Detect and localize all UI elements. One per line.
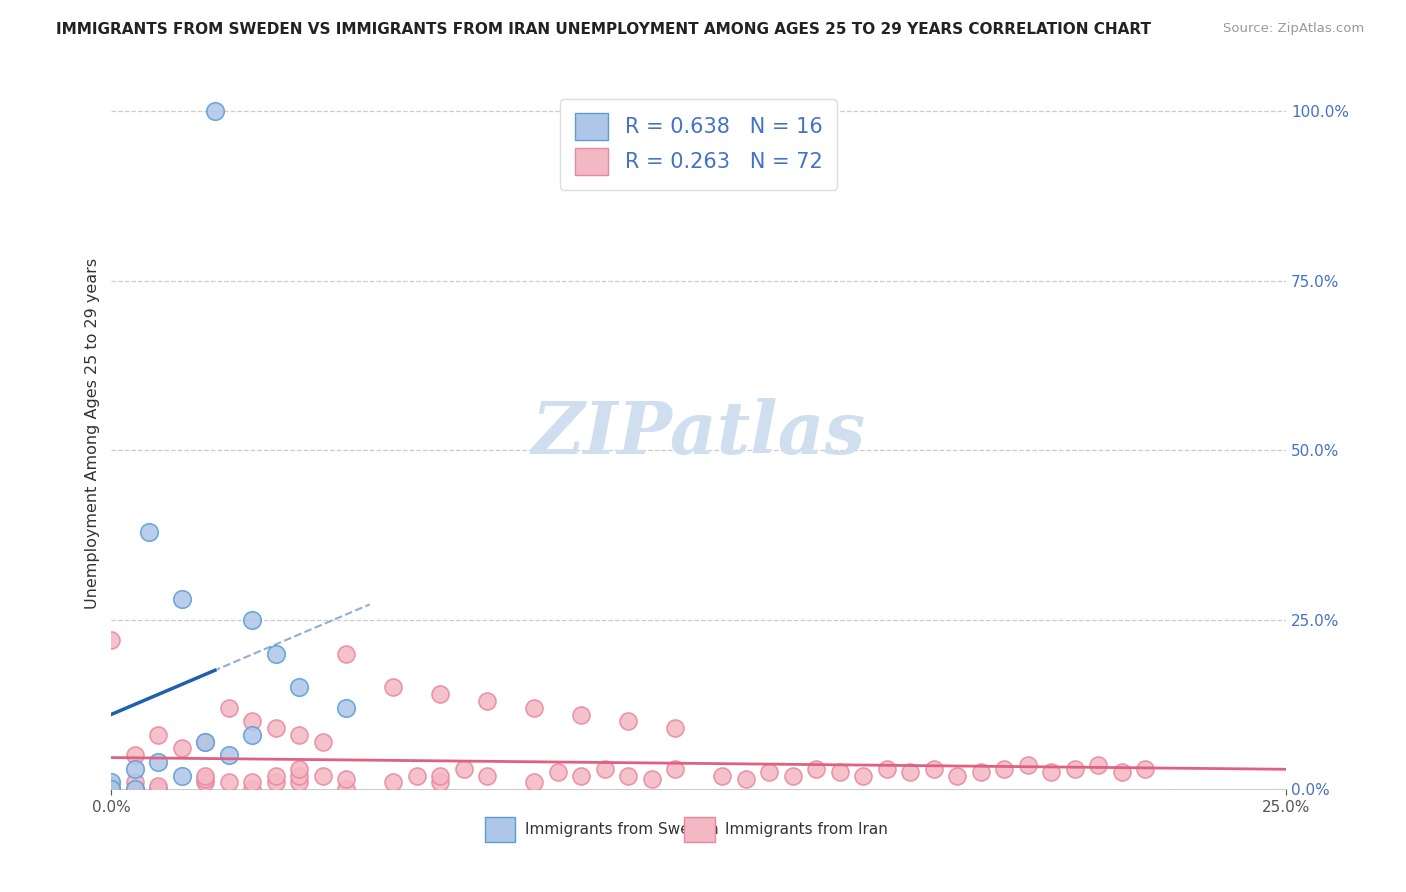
Point: [429, 687, 451, 701]
Point: [264, 647, 287, 661]
Point: [204, 104, 226, 119]
Point: [194, 775, 217, 789]
Point: [288, 762, 311, 776]
Text: Source: ZipAtlas.com: Source: ZipAtlas.com: [1223, 22, 1364, 36]
Y-axis label: Unemployment Among Ages 25 to 29 years: Unemployment Among Ages 25 to 29 years: [86, 258, 100, 609]
Point: [569, 707, 592, 722]
FancyBboxPatch shape: [485, 817, 516, 842]
Point: [429, 768, 451, 782]
Point: [100, 633, 122, 648]
Point: [312, 734, 335, 748]
Point: [852, 768, 875, 782]
Point: [218, 775, 240, 789]
Point: [876, 762, 898, 776]
FancyBboxPatch shape: [685, 817, 716, 842]
Point: [194, 734, 217, 748]
Point: [240, 782, 263, 797]
Text: Immigrants from Sweden: Immigrants from Sweden: [526, 822, 718, 837]
Point: [969, 765, 991, 780]
Point: [593, 762, 616, 776]
Point: [382, 775, 405, 789]
Point: [100, 782, 122, 797]
Text: ZIPatlas: ZIPatlas: [531, 398, 866, 469]
Point: [335, 647, 357, 661]
Point: [477, 768, 499, 782]
Legend: R = 0.638   N = 16, R = 0.263   N = 72: R = 0.638 N = 16, R = 0.263 N = 72: [560, 98, 837, 190]
Point: [453, 762, 475, 776]
Point: [312, 768, 335, 782]
Point: [170, 741, 193, 756]
Point: [1063, 762, 1085, 776]
Point: [194, 772, 217, 786]
Point: [547, 765, 569, 780]
Point: [124, 775, 146, 789]
Point: [148, 782, 170, 797]
Point: [804, 762, 827, 776]
Point: [194, 734, 217, 748]
Point: [617, 714, 640, 729]
Point: [429, 775, 451, 789]
Point: [138, 524, 160, 539]
Point: [124, 762, 146, 776]
Point: [664, 762, 686, 776]
Point: [405, 768, 427, 782]
Point: [335, 772, 357, 786]
Point: [124, 748, 146, 763]
Point: [264, 721, 287, 735]
Point: [1111, 765, 1133, 780]
Point: [194, 768, 217, 782]
Point: [734, 772, 756, 786]
Point: [523, 775, 546, 789]
Point: [335, 782, 357, 797]
Point: [523, 701, 546, 715]
Point: [170, 592, 193, 607]
Point: [922, 762, 945, 776]
Point: [148, 779, 170, 793]
Point: [100, 779, 122, 793]
Text: Immigrants from Iran: Immigrants from Iran: [725, 822, 887, 837]
Point: [946, 768, 969, 782]
Point: [1017, 758, 1039, 772]
Point: [218, 748, 240, 763]
Point: [382, 681, 405, 695]
Point: [1133, 762, 1156, 776]
Point: [1087, 758, 1109, 772]
Point: [100, 782, 122, 797]
Point: [124, 782, 146, 797]
Point: [240, 728, 263, 742]
Point: [782, 768, 804, 782]
Point: [898, 765, 921, 780]
Point: [218, 701, 240, 715]
Point: [617, 768, 640, 782]
Point: [335, 701, 357, 715]
Point: [240, 613, 263, 627]
Point: [124, 782, 146, 797]
Point: [240, 714, 263, 729]
Point: [264, 775, 287, 789]
Point: [288, 728, 311, 742]
Point: [711, 768, 734, 782]
Point: [148, 782, 170, 797]
Point: [100, 775, 122, 789]
Point: [148, 755, 170, 769]
Point: [288, 775, 311, 789]
Point: [148, 728, 170, 742]
Point: [170, 768, 193, 782]
Point: [758, 765, 780, 780]
Point: [1040, 765, 1063, 780]
Point: [240, 775, 263, 789]
Point: [993, 762, 1015, 776]
Text: IMMIGRANTS FROM SWEDEN VS IMMIGRANTS FROM IRAN UNEMPLOYMENT AMONG AGES 25 TO 29 : IMMIGRANTS FROM SWEDEN VS IMMIGRANTS FRO…: [56, 22, 1152, 37]
Point: [288, 768, 311, 782]
Point: [641, 772, 664, 786]
Point: [569, 768, 592, 782]
Point: [477, 694, 499, 708]
Point: [100, 782, 122, 797]
Point: [264, 768, 287, 782]
Point: [664, 721, 686, 735]
Point: [288, 681, 311, 695]
Point: [828, 765, 851, 780]
